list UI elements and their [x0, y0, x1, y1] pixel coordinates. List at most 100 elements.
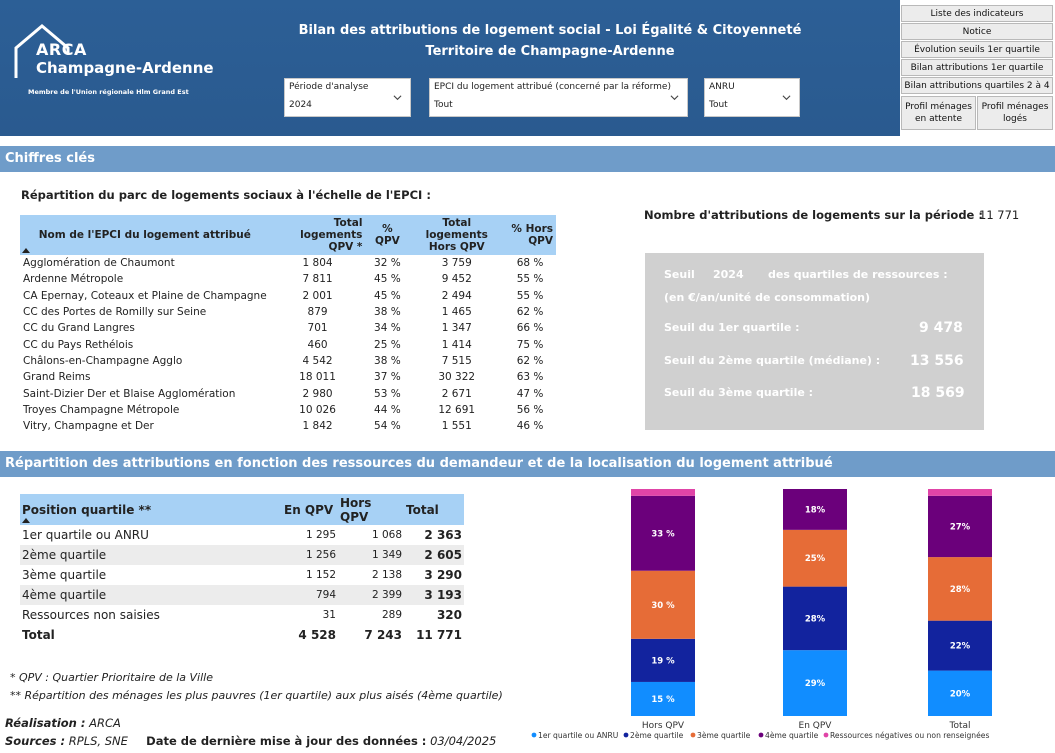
legend-marker[interactable]	[690, 732, 696, 738]
table-row[interactable]: 3ème quartile 1 152 2 138 3 290	[22, 568, 462, 582]
q1-threshold-label: Seuil du 1er quartile :	[664, 321, 800, 334]
data-label: 19 %	[651, 656, 675, 666]
slicer-label: ANRU	[709, 82, 735, 92]
sort-ascending-icon[interactable]	[22, 248, 30, 253]
legend-marker[interactable]	[531, 732, 537, 738]
legend-marker[interactable]	[623, 732, 629, 738]
report-header: ARCA Champagne-Ardenne Membre de l'Union…	[0, 0, 900, 136]
bar-segment[interactable]	[783, 489, 847, 530]
chevron-down-icon[interactable]	[782, 93, 791, 102]
table-row[interactable]: CC des Portes de Romilly sur Seine 879 38 …	[23, 306, 544, 319]
bar-segment[interactable]	[928, 489, 992, 496]
period-slicer[interactable]: Période d'analyse 2024	[284, 78, 411, 117]
category-label: Hors QPV	[642, 721, 685, 731]
thresholds-year: 2024	[713, 268, 744, 281]
realisation-credit: Réalisation : ARCA	[5, 716, 121, 730]
legend-item[interactable]: 4ème quartile	[765, 731, 819, 740]
notice-button[interactable]: Notice	[901, 23, 1053, 40]
bar-segment[interactable]	[783, 650, 847, 716]
data-label: 18%	[805, 505, 826, 515]
house-logo-icon	[14, 24, 70, 78]
bar-segment[interactable]	[631, 681, 695, 716]
bar-segment[interactable]	[631, 495, 695, 571]
bar-segment[interactable]	[783, 586, 847, 651]
q3-threshold-label: Seuil du 3ème quartile :	[664, 386, 814, 399]
data-label: 33 %	[651, 529, 675, 539]
column-header[interactable]: Total logements Hors QPV	[409, 215, 505, 255]
table-row[interactable]: CC du Pays Rethélois 460 25 % 1 414 75 %	[23, 338, 544, 351]
qpv-footnote: * QPV : Quartier Prioritaire de la Ville	[10, 671, 213, 684]
waiting-households-button[interactable]: Profil ménages en attente	[901, 96, 976, 130]
table-row[interactable]: Saint-Dizier Der et Blaise Agglomération…	[23, 387, 544, 400]
q3-threshold-value: 18 569	[911, 385, 965, 401]
data-label: 25%	[805, 554, 826, 564]
bilan-q2-4-button[interactable]: Bilan attributions quartiles 2 à 4	[901, 77, 1053, 94]
attributions-count-value: 11 771	[979, 208, 1020, 222]
logo-tagline: Membre de l'Union régionale Hlm Grand Es…	[28, 88, 189, 96]
column-header[interactable]: Nom de l'EPCI du logement attribué	[20, 215, 270, 255]
thresholds-title: des quartiles de ressources :	[768, 268, 948, 281]
legend-item[interactable]: 2ème quartile	[630, 731, 684, 740]
evolution-thresholds-button[interactable]: Évolution seuils 1er quartile	[901, 41, 1053, 58]
section-distribution: Répartition des attributions en fonction…	[0, 451, 1055, 477]
attributions-count-label: Nombre d'attributions de logements sur l…	[644, 208, 983, 222]
indicators-list-button[interactable]: Liste des indicateurs	[901, 5, 1053, 22]
sort-ascending-icon[interactable]	[22, 518, 30, 523]
column-header[interactable]: Total	[404, 494, 464, 525]
bar-segment[interactable]	[928, 620, 992, 671]
epci-slicer[interactable]: EPCI du logement attribué (concerné par …	[429, 78, 688, 117]
data-label: 28%	[805, 614, 826, 624]
q1-threshold-value: 9 478	[919, 320, 963, 336]
anru-slicer[interactable]: ANRU Tout	[704, 78, 800, 117]
data-label: 22%	[950, 642, 971, 652]
arca-logo: ARCA Champagne-Ardenne Membre de l'Union…	[14, 22, 214, 102]
bar-segment[interactable]	[928, 670, 992, 716]
column-header[interactable]: Hors QPV	[338, 494, 404, 525]
table-row[interactable]: Vitry, Champagne et Der 1 842 54 % 1 551 46 …	[23, 420, 544, 433]
column-header[interactable]: Total logements QPV *	[269, 215, 366, 255]
bar-segment[interactable]	[928, 495, 992, 558]
thresholds-card: Seuil 2024 des quartiles de ressources :…	[645, 253, 984, 430]
column-header[interactable]: En QPV	[282, 494, 338, 525]
data-label: 29%	[805, 679, 826, 689]
table-row[interactable]: Troyes Champagne Métropole 10 026 44 % 12 6…	[23, 403, 544, 416]
column-header[interactable]: % QPV	[365, 215, 410, 255]
bar-segment[interactable]	[631, 638, 695, 682]
slicer-value: 2024	[289, 100, 312, 110]
legend-item[interactable]: 1er quartile ou ANRU	[538, 731, 618, 740]
table-row[interactable]: CA Epernay, Coteaux et Plaine de Champag…	[23, 289, 544, 302]
table-row[interactable]: 4ème quartile 794 2 399 3 193	[20, 585, 464, 605]
table-row[interactable]: Ardenne Métropole 7 811 45 % 9 452 55 %	[23, 273, 544, 286]
stacked-bar-chart[interactable]: 15 % 19 % 30 % 33 % Hors QPV 29% 28% 25% 18% En Q…	[520, 480, 1055, 753]
legend-item[interactable]: Ressources négatives ou non renseignées	[830, 731, 989, 740]
slicer-label: EPCI du logement attribué (concerné par …	[434, 82, 671, 92]
thresholds-word: Seuil	[664, 268, 695, 281]
table-row[interactable]: Châlons-en-Champagne Agglo 4 542 38 % 7 515…	[23, 354, 544, 367]
table-row[interactable]: Agglomération de Chaumont 1 804 32 % 3 759 6…	[23, 257, 544, 270]
legend-item[interactable]: 3ème quartile	[697, 731, 751, 740]
chevron-down-icon[interactable]	[670, 93, 679, 102]
chevron-down-icon[interactable]	[393, 93, 402, 102]
legend-marker[interactable]	[823, 732, 829, 738]
housed-households-button[interactable]: Profil ménages logés	[977, 96, 1053, 130]
table-row[interactable]: CC du Grand Langres 701 34 % 1 347 66 %	[23, 322, 544, 335]
legend-marker[interactable]	[758, 732, 764, 738]
q2-threshold-value: 13 556	[910, 353, 964, 369]
bar-segment[interactable]	[783, 529, 847, 587]
table-row[interactable]: 1er quartile ou ANRU 1 295 1 068 2 363	[22, 528, 462, 542]
table-row[interactable]: Grand Reims 18 011 37 % 30 322 63 %	[23, 371, 544, 384]
table-row[interactable]: 2ème quartile 1 256 1 349 2 605	[20, 545, 464, 565]
thresholds-unit: (en €/an/unité de consommation)	[664, 291, 871, 304]
report-subtitle: Territoire de Champagne-Ardenne	[425, 44, 675, 59]
bilan-q1-button[interactable]: Bilan attributions 1er quartile	[901, 59, 1053, 76]
epci-table-title: Répartition du parc de logements sociaux…	[21, 188, 431, 202]
logo-line1: ARCA	[36, 40, 87, 59]
column-header[interactable]: Position quartile **	[20, 494, 282, 525]
bar-segment[interactable]	[928, 557, 992, 621]
data-label: 15 %	[651, 695, 675, 705]
column-header[interactable]: % Hors QPV	[504, 215, 556, 255]
bar-segment[interactable]	[631, 489, 695, 496]
data-label: 30 %	[651, 601, 675, 611]
bar-segment[interactable]	[631, 570, 695, 639]
table-row[interactable]: Ressources non saisies 31 289 320	[22, 608, 462, 622]
